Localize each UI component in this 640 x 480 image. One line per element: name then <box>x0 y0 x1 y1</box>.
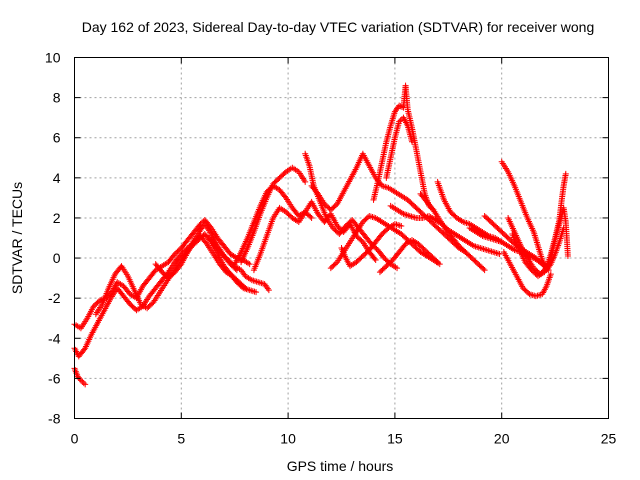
series-track-18 <box>417 190 488 274</box>
y-tick-label: 6 <box>53 130 61 146</box>
data-point-marker <box>398 222 405 229</box>
data-point-marker <box>82 381 89 388</box>
y-tick-label: 10 <box>45 50 61 66</box>
data-point-marker <box>265 287 272 294</box>
x-tick-label: 15 <box>387 431 403 447</box>
data-point-marker <box>281 193 288 200</box>
series-track-15 <box>383 114 415 181</box>
x-tick-label: 25 <box>601 431 617 447</box>
data-point-marker <box>408 138 415 145</box>
data-point-marker <box>397 103 404 110</box>
data-point-marker <box>496 251 503 258</box>
data-point-marker <box>547 271 554 278</box>
series-track-04 <box>92 230 260 318</box>
data-points <box>71 82 571 388</box>
data-point-marker <box>397 117 404 124</box>
series-track-22 <box>498 158 567 274</box>
data-point-marker <box>429 205 436 212</box>
y-tick-label: 2 <box>53 210 61 226</box>
y-tick-label: 0 <box>53 250 61 266</box>
data-point-marker <box>313 189 320 196</box>
series-track-03 <box>71 365 89 388</box>
x-tick-label: 0 <box>71 431 79 447</box>
x-tick-label: 10 <box>280 431 296 447</box>
x-tick-label: 5 <box>177 431 185 447</box>
data-point-marker <box>77 377 84 384</box>
y-tick-label: -2 <box>48 290 61 306</box>
data-point-marker <box>564 253 571 260</box>
y-tick-label: -6 <box>48 370 61 386</box>
data-point-marker <box>246 261 253 268</box>
data-point-marker <box>480 265 487 272</box>
data-point-marker <box>307 213 314 220</box>
y-tick-label: -4 <box>48 330 61 346</box>
data-point-marker <box>396 118 403 125</box>
series-track-25 <box>509 204 571 280</box>
y-tick-label: 8 <box>53 90 61 106</box>
series-track-08 <box>238 164 309 266</box>
data-point-marker <box>434 259 441 266</box>
data-point-marker <box>371 255 378 262</box>
data-point-marker <box>394 265 401 272</box>
series-track-14 <box>370 82 437 213</box>
data-point-marker <box>481 267 488 274</box>
series-track-06 <box>206 235 272 294</box>
data-point-marker <box>79 378 86 385</box>
chart-title: Day 162 of 2023, Sidereal Day-to-day VTE… <box>82 19 595 35</box>
data-point-marker <box>562 170 569 177</box>
data-point-marker <box>202 239 209 246</box>
data-point-marker <box>177 262 184 269</box>
data-point-marker <box>308 214 315 221</box>
data-point-marker <box>253 289 260 296</box>
series-track-12 <box>327 212 443 272</box>
data-point-marker <box>433 257 440 264</box>
data-point-marker <box>372 257 379 264</box>
data-point-marker <box>81 346 88 353</box>
x-axis-label: GPS time / hours <box>287 458 394 474</box>
plot-frame <box>74 57 609 419</box>
y-tick-label: 4 <box>53 170 61 186</box>
axis-ticks: 0 5 10 15 20 25 -8 -6 -4 -2 0 2 4 6 8 10 <box>45 50 617 447</box>
y-axis-label: SDTVAR / TECUs <box>9 182 25 294</box>
series-track-16 <box>376 237 441 276</box>
data-point-marker <box>302 178 309 185</box>
series-track-13 <box>338 220 405 270</box>
y-tick-label: -8 <box>48 411 61 427</box>
grid-lines <box>74 57 609 419</box>
x-tick-label: 20 <box>494 431 510 447</box>
series-track-23 <box>500 249 554 300</box>
data-point-marker <box>80 380 87 387</box>
